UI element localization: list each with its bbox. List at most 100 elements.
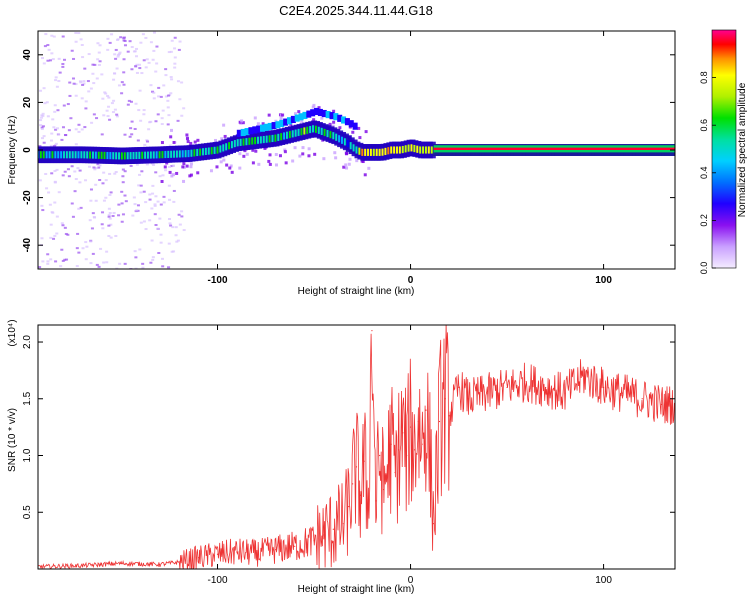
- spectrogram-speckle: [77, 207, 81, 210]
- spectrogram-speckle: [328, 122, 332, 126]
- spectrogram-speckle: [333, 151, 337, 155]
- spectrogram-speckle: [334, 156, 338, 160]
- spectrogram-speckle: [168, 165, 172, 168]
- spectrogram-speckle: [92, 113, 96, 116]
- spectrogram-cell: [329, 112, 335, 120]
- spectrogram-speckle: [106, 48, 110, 51]
- spectrogram-speckle: [42, 141, 46, 144]
- spectrogram-speckle: [261, 122, 265, 126]
- spectrogram-speckle: [97, 63, 101, 66]
- spectrogram-speckle: [113, 172, 117, 175]
- snr-point: [421, 443, 423, 445]
- spectrogram-speckle: [180, 210, 184, 213]
- spectrogram-speckle: [159, 233, 163, 236]
- spectrogram-speckle: [251, 148, 255, 152]
- spectrogram-speckle: [71, 215, 75, 218]
- snr-point: [506, 386, 508, 389]
- spectrogram-speckle: [100, 73, 104, 76]
- spectrogram-ticks: -100 0 100 -40 -20 0 20 40: [22, 31, 675, 286]
- spectrogram-speckle: [320, 116, 324, 120]
- snr-point: [323, 534, 325, 536]
- spectrogram-speckle: [65, 258, 69, 261]
- spectrogram-speckle: [175, 171, 179, 175]
- spectrogram-speckle: [130, 133, 134, 136]
- spectrogram-speckle: [238, 152, 242, 156]
- spectrogram-speckle: [141, 33, 145, 36]
- spectrogram-speckle: [113, 53, 117, 56]
- spectrogram-speckle: [113, 72, 117, 75]
- spectrogram-speckle: [142, 190, 146, 193]
- spectrogram-speckle: [46, 260, 50, 263]
- spectrogram-cell: [337, 114, 343, 122]
- spectrogram-speckle: [49, 258, 53, 261]
- snr-point: [425, 409, 427, 411]
- spectrogram-speckle: [117, 214, 121, 217]
- spectrogram-speckle: [107, 214, 111, 217]
- spectrogram-speckle: [92, 166, 96, 169]
- snr-point: [390, 443, 392, 445]
- spectrogram-speckle: [144, 201, 148, 204]
- spectrogram-speckle: [82, 80, 86, 83]
- spectrogram-speckle: [57, 80, 61, 83]
- spectrogram-speckle: [160, 257, 164, 260]
- spectrogram-speckle: [144, 66, 148, 69]
- spectrogram-speckle: [49, 236, 53, 239]
- spectrogram-speckle: [150, 207, 154, 210]
- spectrogram-speckle: [245, 152, 249, 156]
- spectrogram-speckle: [155, 62, 159, 65]
- spectrogram-speckle: [154, 195, 158, 198]
- spectrogram-speckle: [189, 173, 193, 177]
- spectrogram-speckle: [91, 72, 95, 75]
- spectrogram-speckle: [160, 117, 164, 120]
- snr-point: [274, 549, 277, 551]
- spectrogram-cell: [279, 119, 285, 128]
- spectrogram-speckle: [98, 179, 102, 182]
- spectrogram-speckle: [107, 224, 111, 227]
- spectrogram-speckle: [66, 233, 70, 236]
- spectrogram-speckle: [283, 150, 287, 154]
- spectrogram-speckle: [82, 82, 86, 85]
- spectrogram-speckle: [78, 80, 82, 83]
- spectrogram-speckle: [164, 68, 168, 71]
- colorbar: 0.0 0.2 0.4 0.6 0.8 Normalized spectral ampl…: [699, 29, 748, 274]
- spectrogram-speckle: [178, 98, 182, 101]
- spectrogram-speckle: [41, 114, 45, 117]
- spectrogram-speckle: [180, 81, 184, 84]
- spectrogram-speckle: [122, 83, 126, 86]
- spectrogram-speckle: [106, 37, 110, 40]
- spectrogram-speckle: [80, 97, 84, 100]
- spectrogram-speckle: [117, 203, 121, 206]
- spectrogram-speckle: [174, 234, 178, 237]
- spectrogram-speckle: [54, 79, 58, 82]
- spectrogram-speckle: [173, 36, 177, 39]
- snr-point: [641, 398, 643, 400]
- spectrogram-speckle: [267, 159, 271, 163]
- spectrogram-speckle: [75, 247, 79, 250]
- spectrogram-speckle: [41, 125, 45, 128]
- spectrogram-speckle: [128, 135, 132, 138]
- spectrogram-speckle: [163, 165, 167, 169]
- spectrogram-speckle: [150, 239, 154, 242]
- spectrogram-speckle: [151, 184, 155, 187]
- spectrogram-speckle: [162, 84, 166, 87]
- spectrogram-speckle: [102, 171, 106, 174]
- colorbar-tick-label: 0.6: [699, 119, 709, 132]
- spectrogram-speckle: [134, 65, 138, 68]
- spectrogram-speckle: [100, 223, 104, 226]
- spectrogram-speckle: [225, 163, 229, 167]
- snr-point: [359, 494, 361, 496]
- spectrogram-speckle: [87, 53, 91, 56]
- spectrogram-speckle: [40, 57, 44, 60]
- spectrogram-speckle: [53, 201, 57, 204]
- spectrogram-speckle: [222, 123, 226, 127]
- spectrogram-speckle: [223, 134, 227, 138]
- snr-point: [413, 449, 416, 451]
- spectrogram-speckle: [230, 170, 234, 174]
- snr-point: [120, 562, 122, 564]
- spectrogram-speckle: [48, 203, 52, 206]
- spectrogram-xtick-label: 0: [408, 275, 414, 286]
- spectrogram-speckle: [154, 120, 158, 123]
- spectrogram-speckle: [135, 55, 139, 58]
- spectrogram-speckle: [153, 204, 157, 207]
- snr-xtick-label: 0: [408, 575, 414, 586]
